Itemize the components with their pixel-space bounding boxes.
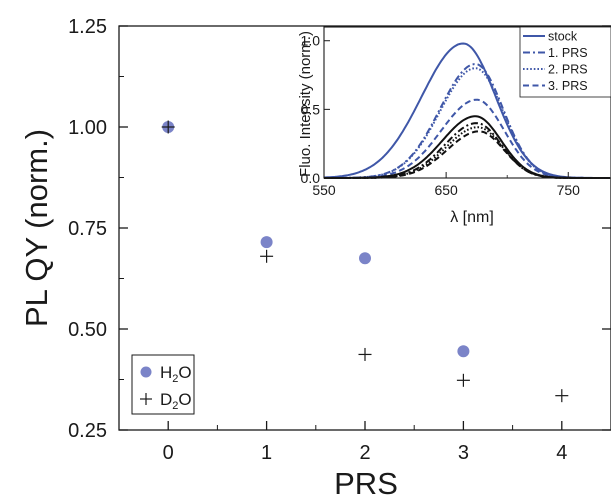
d2o-point-4 [555, 389, 569, 403]
legend-label-d2o-sub: 2 [172, 400, 178, 412]
legend-label-d2o: D2O [160, 390, 192, 412]
legend-label-h2o-tail: O [178, 363, 191, 382]
inset-legend-label-0: stock [548, 30, 578, 44]
inset-x-axis-label: λ [nm] [450, 209, 494, 226]
inset-x-tick-label-1: 650 [434, 182, 458, 198]
h2o-point-3 [457, 345, 470, 358]
inset-y-tick-label-0: 0.0 [301, 170, 321, 186]
main-y-tick-label-1: 0.50 [68, 319, 107, 341]
legend-marker-d2o [140, 393, 152, 405]
main-axis-ticks: 0.25 0.50 0.75 1.00 1.25 0 1 2 3 4 [68, 16, 611, 464]
inset-legend: stock 1. PRS 2. PRS 3. PRS [519, 26, 611, 98]
legend-marker-h2o [140, 366, 152, 378]
legend-label-h2o: H2O [160, 363, 192, 385]
main-y-tick-label-4: 1.25 [68, 16, 107, 38]
d2o-point-1 [260, 249, 274, 263]
main-x-tick-label-0: 0 [163, 442, 174, 464]
d2o-point-0 [161, 120, 175, 134]
main-x-tick-label-1: 1 [261, 442, 272, 464]
main-legend-box [131, 354, 195, 415]
inset-legend-label-3: 3. PRS [548, 79, 588, 93]
main-legend: H2O D2O [131, 354, 195, 415]
inset-chart: 0.0 0.5 1.0 550 650 750 Fluo. Intensity (norm… [297, 26, 611, 226]
inset-y-tick-label-2: 1.0 [301, 33, 321, 49]
d2o-point-2 [358, 347, 372, 361]
h2o-point-1 [260, 236, 273, 249]
main-y-axis-label: PL QY (norm.) [19, 129, 54, 327]
d2o-point-3 [456, 373, 470, 387]
inset-x-tick-label-0: 550 [312, 182, 336, 198]
legend-label-d2o-tail: O [178, 390, 191, 409]
inset-y-tick-label-1: 0.5 [301, 101, 321, 117]
main-data-points [161, 120, 569, 403]
h2o-point-2 [359, 252, 371, 265]
legend-label-d2o-main: D [160, 390, 172, 409]
legend-label-h2o-main: H [160, 363, 172, 382]
main-y-tick-label-2: 0.75 [68, 218, 107, 240]
main-y-tick-label-0: 0.25 [68, 420, 107, 442]
main-x-tick-label-3: 3 [458, 442, 469, 464]
main-x-axis-label: PRS [334, 466, 398, 501]
inset-axis-ticks: 0.0 0.5 1.0 550 650 750 [301, 33, 581, 198]
inset-legend-label-1: 1. PRS [548, 46, 588, 60]
inset-plot-frame [323, 26, 611, 179]
main-y-tick-label-3: 1.00 [68, 117, 107, 139]
main-x-tick-label-4: 4 [556, 442, 567, 464]
inset-y-axis-label: Fluo. Intensity (norm.) [297, 31, 314, 177]
legend-plus [140, 393, 152, 405]
main-x-tick-label-2: 2 [359, 442, 370, 464]
inset-x-tick-label-2: 750 [557, 182, 581, 198]
legend-label-h2o-sub: 2 [172, 373, 178, 385]
inset-legend-label-2: 2. PRS [548, 63, 588, 77]
